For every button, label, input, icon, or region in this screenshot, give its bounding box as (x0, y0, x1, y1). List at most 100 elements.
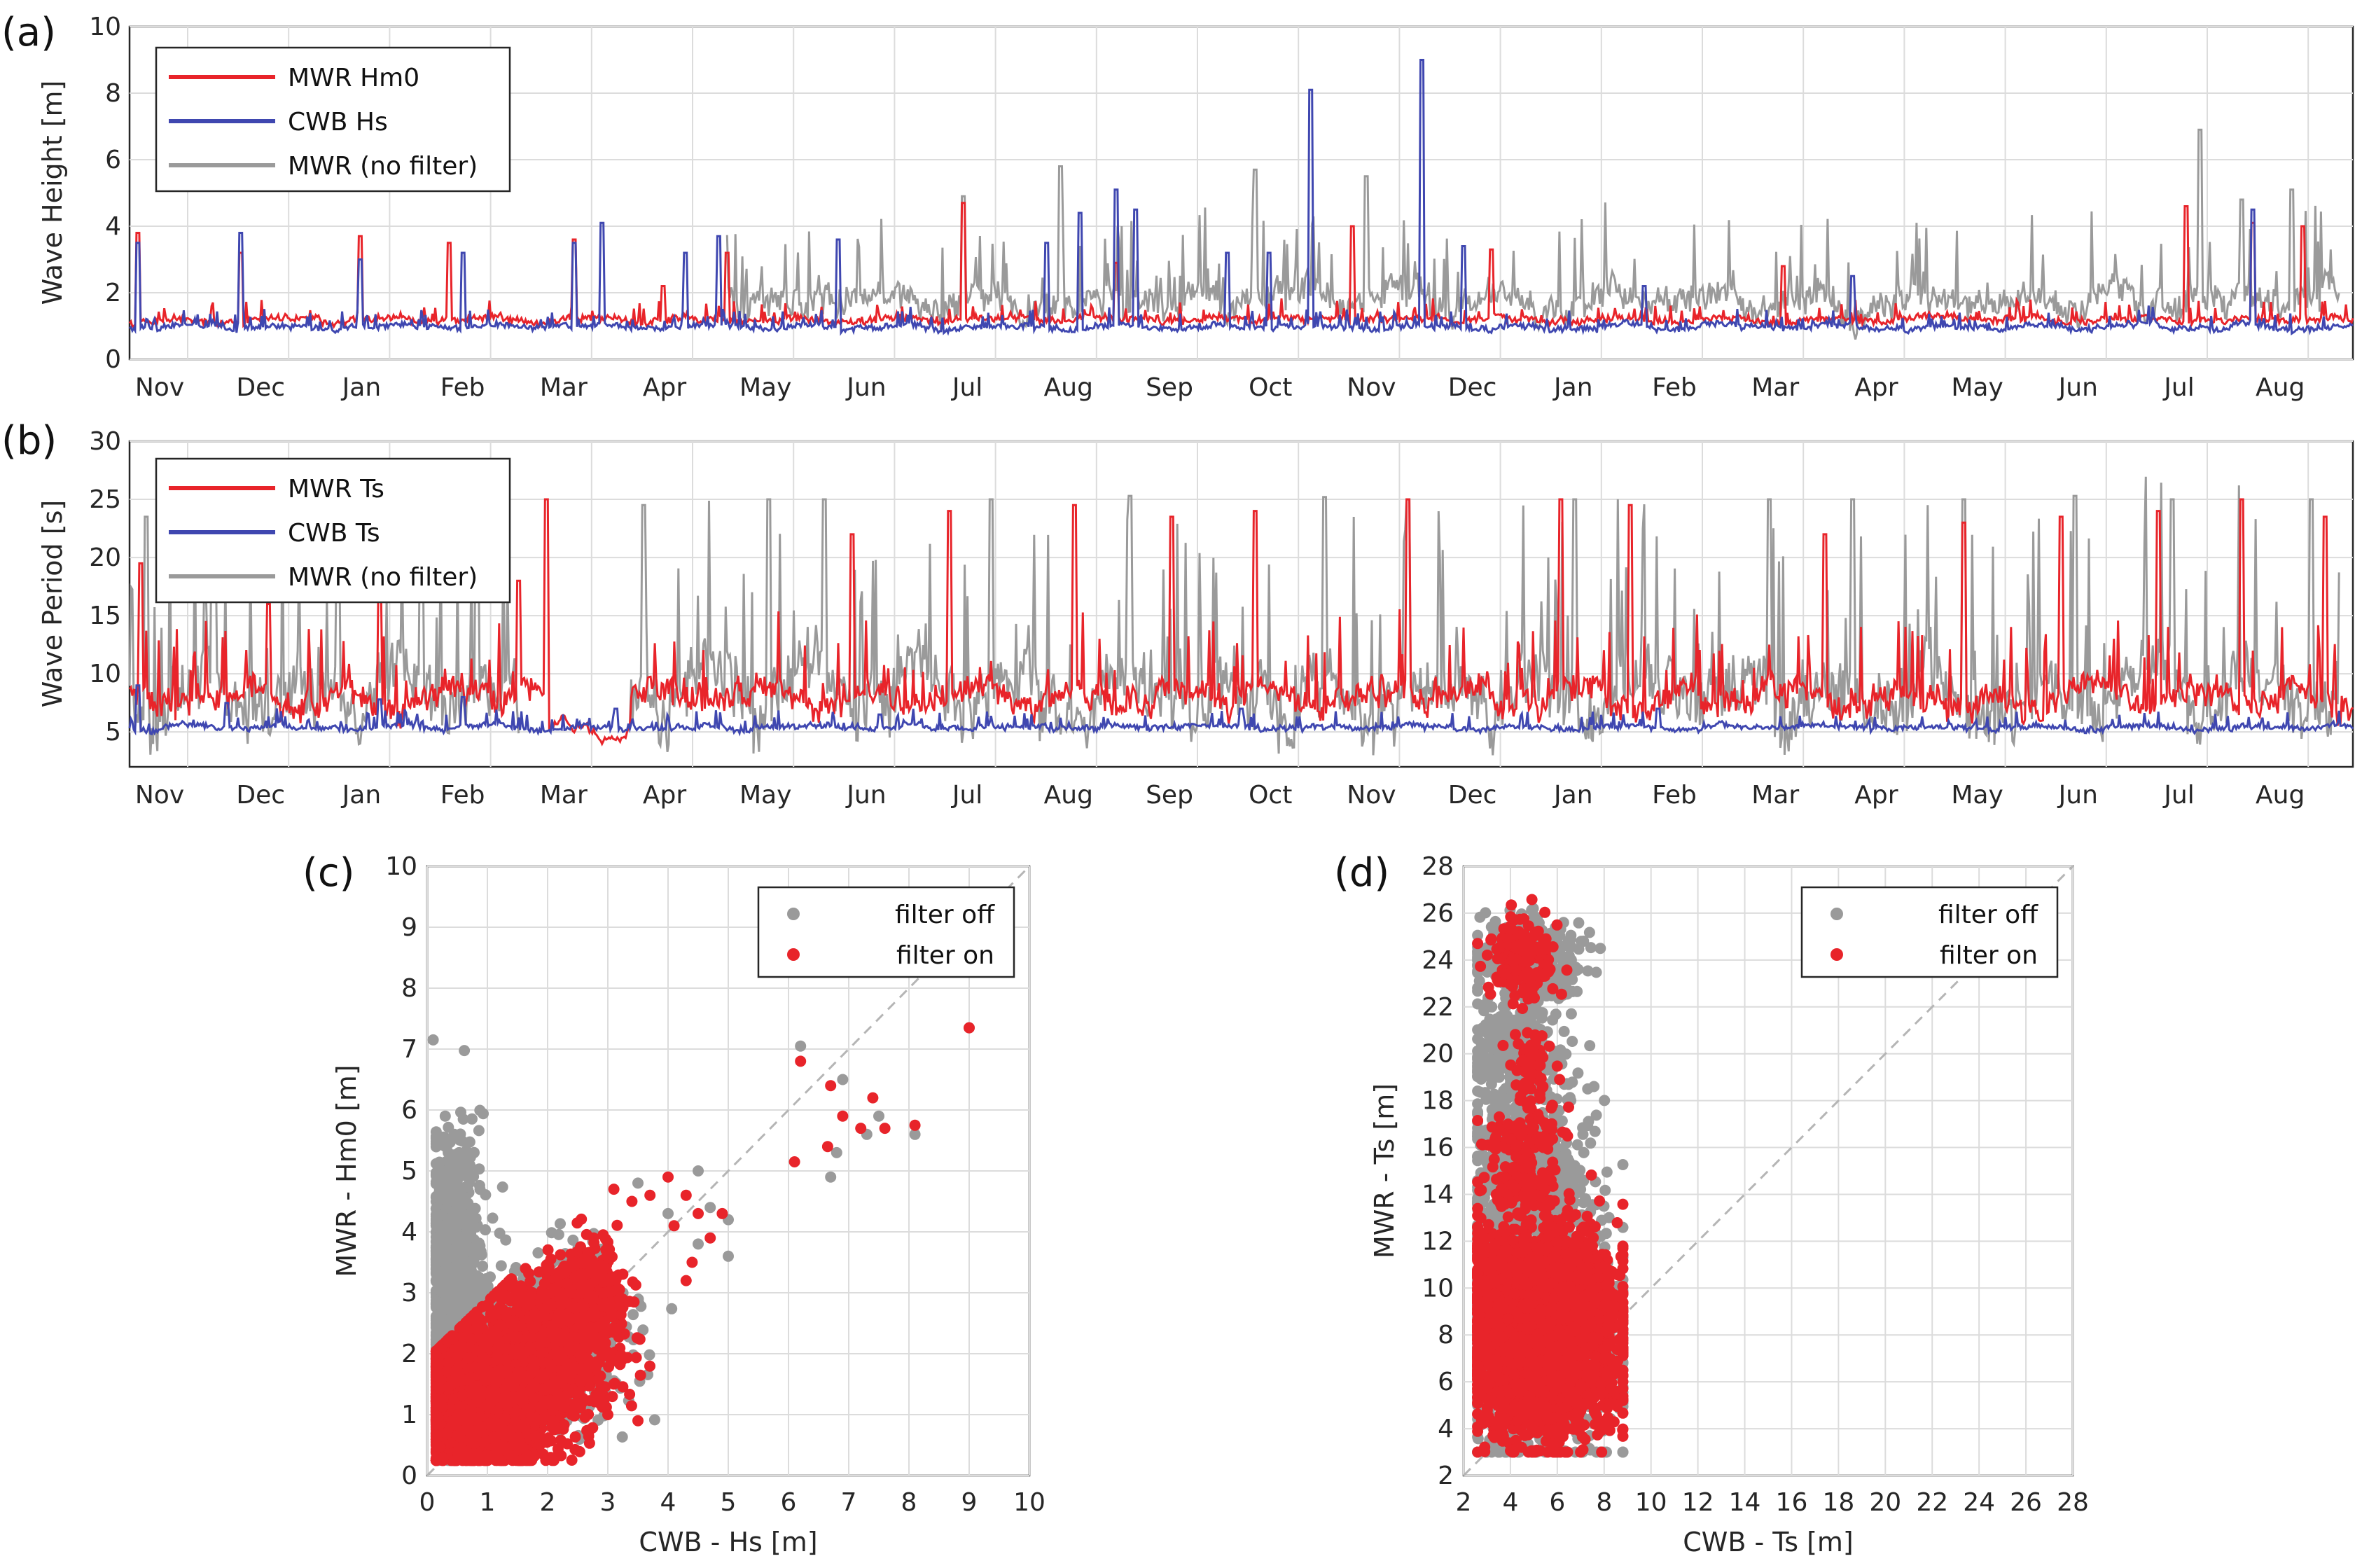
c-point (449, 1313, 461, 1325)
c-point (595, 1399, 606, 1410)
c-point (614, 1359, 626, 1371)
c-point (443, 1381, 454, 1393)
a-series-line (725, 128, 2340, 340)
c-point (795, 1040, 807, 1052)
c-point (499, 1279, 511, 1291)
panel-c-points (427, 1022, 975, 1466)
a-y-tick-label: 8 (105, 79, 121, 108)
c-point (488, 1367, 500, 1379)
c-point (609, 1378, 620, 1389)
b-month-label: Jun (845, 781, 886, 810)
panel-a-x-month-labels: Nov Dec Jan Feb Mar Apr May Jun Jul Aug Sep Oct Nov D… (135, 373, 2305, 402)
a-month-label: May (739, 373, 791, 402)
b-month-label: May (1951, 781, 2003, 810)
b-legend-label: CWB Ts (288, 519, 380, 548)
c-point (528, 1365, 540, 1377)
c-point (473, 1163, 485, 1175)
c-point (479, 1375, 491, 1387)
c-point (496, 1303, 508, 1315)
a-month-label: Oct (1249, 373, 1292, 402)
c-point (466, 1113, 478, 1125)
c-point (666, 1303, 678, 1314)
c-point (492, 1334, 503, 1346)
b-month-label: Aug (1044, 781, 1093, 810)
c-point (501, 1368, 513, 1380)
b-y-tick-label: 25 (89, 485, 121, 514)
a-legend-label: MWR Hm0 (288, 64, 419, 92)
c-point (553, 1228, 564, 1240)
c-point (451, 1364, 463, 1375)
c-point (693, 1165, 704, 1177)
c-point (648, 1414, 660, 1426)
c-point (625, 1400, 637, 1412)
a-y-tick-label: 2 (105, 279, 121, 307)
b-month-label: Jan (341, 781, 382, 810)
c-point (433, 1266, 445, 1278)
a-month-label: Jun (2057, 373, 2098, 402)
c-point (477, 1352, 489, 1364)
c-point (450, 1286, 462, 1298)
c-point (492, 1455, 503, 1466)
a-series-line (128, 202, 2354, 330)
c-point (501, 1342, 513, 1354)
c-point (529, 1430, 541, 1442)
a-month-label: Apr (643, 373, 686, 402)
c-point (464, 1136, 475, 1148)
c-point (457, 1113, 469, 1125)
c-point (566, 1455, 578, 1466)
c-point (525, 1383, 537, 1395)
c-point (500, 1354, 511, 1366)
panel-b-x-month-labels: Nov Dec Jan Feb Mar Apr May Jun Jul Aug Sep Oct Nov D… (135, 781, 2305, 810)
b-month-label: Jun (2057, 781, 2098, 810)
b-month-label: Nov (135, 781, 184, 810)
b-month-label: Mar (540, 781, 588, 810)
c-point (451, 1352, 463, 1364)
c-point (468, 1455, 480, 1466)
c-point (434, 1441, 446, 1453)
c-point (427, 1034, 439, 1046)
c-point (542, 1244, 554, 1256)
b-month-label: Jul (951, 781, 982, 810)
c-point (464, 1151, 476, 1163)
b-series-line (128, 684, 2354, 737)
c-point (837, 1074, 849, 1085)
c-point (442, 1188, 454, 1200)
c-point (555, 1218, 566, 1230)
c-point (512, 1366, 524, 1378)
c-point (432, 1411, 444, 1423)
c-point (430, 1430, 442, 1442)
panel-b-y-axis-label: Wave Period [s] (37, 500, 68, 707)
c-point (611, 1219, 623, 1231)
c-point (477, 1261, 489, 1272)
b-y-tick-label: 5 (105, 718, 121, 747)
c-point (464, 1342, 475, 1354)
c-point (480, 1273, 492, 1284)
b-legend-label: MWR Ts (288, 475, 384, 504)
c-point (430, 1319, 442, 1331)
a-month-label: Dec (1448, 373, 1497, 402)
c-point (536, 1347, 548, 1359)
b-y-tick-label: 30 (89, 427, 121, 456)
c-point (430, 1370, 442, 1382)
a-y-tick-label: 10 (89, 13, 121, 41)
c-point (517, 1454, 529, 1466)
b-month-label: Jan (1552, 781, 1593, 810)
c-point (825, 1171, 837, 1183)
a-legend-label: MWR (no filter) (288, 152, 478, 181)
c-point (457, 1408, 468, 1420)
c-point (524, 1403, 536, 1415)
c-point (430, 1454, 442, 1466)
c-point (439, 1110, 451, 1122)
c-point (473, 1282, 485, 1293)
c-point (549, 1452, 561, 1464)
b-month-label: Apr (643, 781, 686, 810)
c-point (515, 1320, 527, 1332)
c-point (576, 1213, 588, 1225)
b-month-label: Oct (1249, 781, 1292, 810)
b-month-label: Nov (1347, 781, 1396, 810)
a-month-label: Jan (341, 373, 382, 402)
